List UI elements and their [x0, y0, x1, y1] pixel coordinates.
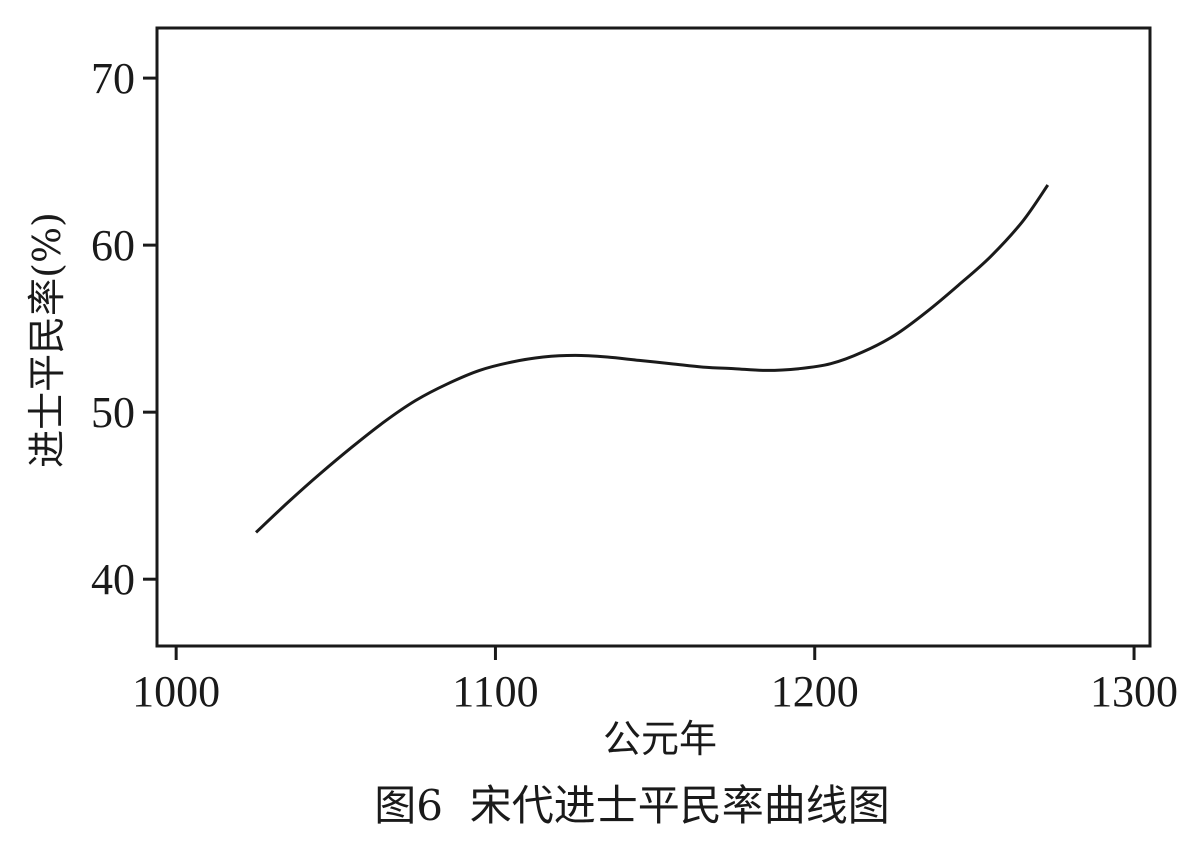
x-tick-label: 1100	[452, 667, 538, 716]
y-tick-label: 60	[91, 221, 135, 270]
x-tick-label: 1300	[1090, 667, 1178, 716]
y-axis-ticks: 40 50 60 70	[91, 54, 157, 604]
y-tick-label: 70	[91, 54, 135, 103]
plot-frame	[155, 26, 1152, 648]
x-axis-ticks: 1000 1100 1200 1300	[132, 646, 1178, 716]
x-tick-label: 1200	[771, 667, 859, 716]
x-axis-title: 公元年	[603, 717, 717, 761]
y-tick-label: 50	[91, 388, 135, 437]
x-tick-label: 1000	[132, 667, 220, 716]
series-layer	[254, 184, 1050, 534]
y-axis-title: 进士平民率(%)	[25, 212, 69, 468]
figure-caption: 图6 宋代进士平民率曲线图	[374, 781, 889, 830]
series-line	[254, 184, 1050, 534]
y-tick-label: 40	[91, 555, 135, 604]
